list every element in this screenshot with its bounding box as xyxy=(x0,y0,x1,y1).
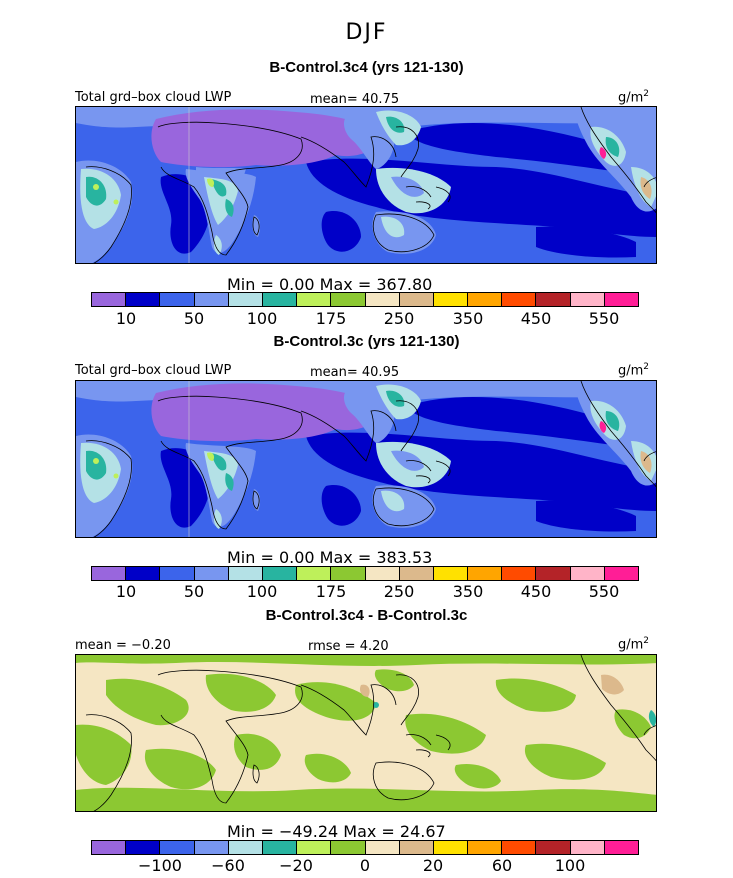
panel2-title: B-Control.3c (yrs 121-130) xyxy=(273,333,460,350)
panel1-tick: 100 xyxy=(246,309,278,328)
panel2-field-label: Total grd–box cloud LWP xyxy=(75,363,232,378)
panel1-tick: 50 xyxy=(183,309,205,328)
panel2-map xyxy=(75,380,657,538)
panel1-units: g/m2 xyxy=(618,89,650,106)
panel1-title: B-Control.3c4 (yrs 121-130) xyxy=(269,59,464,76)
panel1-tick: 450 xyxy=(520,309,552,328)
panel1-tick: 10 xyxy=(115,309,137,328)
panel1-tick: 550 xyxy=(588,309,620,328)
panel3-tick: 100 xyxy=(554,856,586,875)
panel2-stats: Min = 0.00 Max = 383.53 xyxy=(227,548,433,567)
panel2-tick: 100 xyxy=(246,582,278,601)
panel3-tick: 60 xyxy=(491,856,513,875)
panel1-map xyxy=(75,106,657,264)
panel2-mean-label: mean= 40.95 xyxy=(310,365,400,380)
panel2-units: g/m2 xyxy=(618,362,650,379)
panel1-stats: Min = 0.00 Max = 367.80 xyxy=(227,275,433,294)
panel1-tick: 350 xyxy=(452,309,484,328)
panel1-tick: 175 xyxy=(315,309,347,328)
panel3-title: B-Control.3c4 - B-Control.3c xyxy=(265,607,468,624)
panel3-colorbar xyxy=(91,840,639,855)
panel2-tick: 350 xyxy=(452,582,484,601)
panel3-tick: 20 xyxy=(422,856,444,875)
panel2-tick: 250 xyxy=(383,582,415,601)
panel2-colorbar xyxy=(91,566,639,581)
panel3-tick: −60 xyxy=(211,856,245,875)
panel2-tick: 10 xyxy=(115,582,137,601)
season-title: DJF xyxy=(345,20,388,45)
panel3-mean-label: mean = −0.20 xyxy=(75,638,171,653)
panel2-tick: 450 xyxy=(520,582,552,601)
panel2-tick: 550 xyxy=(588,582,620,601)
panel3-units: g/m2 xyxy=(618,636,650,653)
panel3-stats: Min = −49.24 Max = 24.67 xyxy=(227,822,446,841)
panel1-colorbar xyxy=(91,292,639,307)
panel1-field-label: Total grd–box cloud LWP xyxy=(75,90,232,105)
panel3-tick: 0 xyxy=(359,856,371,875)
panel3-map xyxy=(75,654,657,812)
panel3-tick: −20 xyxy=(279,856,313,875)
panel2-tick: 175 xyxy=(315,582,347,601)
panel3-rmse-label: rmse = 4.20 xyxy=(308,639,389,654)
panel2-tick: 50 xyxy=(183,582,205,601)
panel3-tick: −100 xyxy=(138,856,182,875)
panel1-mean-label: mean= 40.75 xyxy=(310,92,400,107)
panel1-tick: 250 xyxy=(383,309,415,328)
